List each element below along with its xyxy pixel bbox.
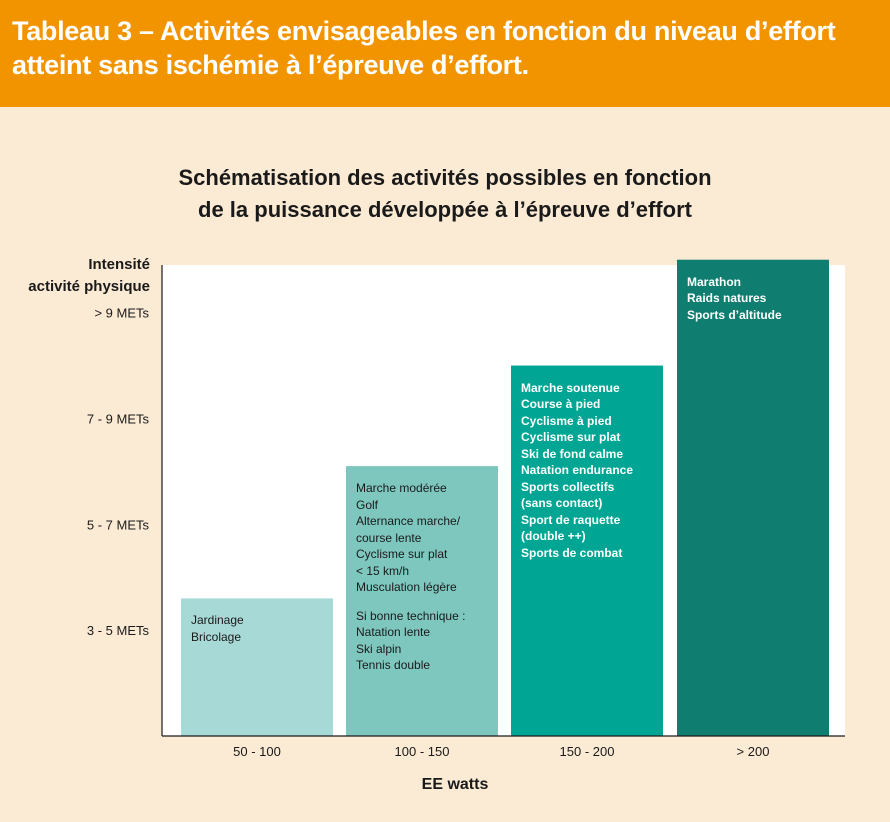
bar-4 [677, 259, 829, 736]
y-axis-label-line-2: activité physique [28, 278, 150, 295]
activity-label: Sport de raquette [521, 512, 621, 527]
table-title-line-2: atteint sans ischémie à l’épreuve d’effo… [12, 50, 529, 80]
activity-label: Marche soutenue [521, 380, 620, 395]
y-axis-label-line-1: Intensité [88, 256, 150, 273]
activity-label: < 15 km/h [356, 563, 410, 578]
chart-title-line-2: de la puissance développée à l’épreuve d… [198, 197, 692, 222]
activity-label: Cyclisme à pied [521, 413, 612, 428]
x-tick-label: > 200 [737, 744, 770, 759]
bar-1 [181, 598, 333, 736]
activity-label: course lente [356, 530, 422, 545]
activity-label: Alternance marche/ [356, 514, 461, 529]
activity-label: Natation lente [356, 625, 431, 640]
chart-title: Schématisation des activités possibles e… [100, 162, 790, 226]
activity-label: Marche modérée [356, 481, 447, 496]
activity-label: Marathon [687, 274, 741, 289]
x-tick-label: 50 - 100 [233, 744, 281, 759]
activity-label: Sports de combat [521, 545, 623, 560]
activity-label: Course à pied [521, 397, 601, 412]
y-tick-label: 3 - 5 METs [87, 623, 150, 638]
activity-label: Jardinage [191, 613, 244, 628]
chart-title-line-1: Schématisation des activités possibles e… [178, 165, 712, 190]
activity-label: Golf [356, 497, 379, 512]
bar-3 [511, 365, 663, 736]
activity-label: Bricolage [191, 629, 242, 644]
activity-label: (sans contact) [521, 496, 603, 511]
activity-label: Natation endurance [521, 463, 634, 478]
y-tick-label: 7 - 9 METs [87, 411, 150, 426]
y-tick-label: > 9 METs [94, 306, 149, 321]
table-title: Tableau 3 – Activités envisageables en f… [12, 14, 872, 82]
table-title-line-1: Tableau 3 – Activités envisageables en f… [12, 16, 836, 46]
activity-label: Sports collectifs [521, 479, 615, 494]
activity-label: Raids natures [687, 291, 767, 306]
bar-4-activities: Marathon Raids natures Sports d’altitude [687, 274, 782, 324]
x-tick-label: 150 - 200 [560, 744, 615, 759]
x-axis-label: EE watts [421, 776, 489, 793]
activity-label: Cyclisme sur plat [356, 547, 448, 562]
bar-2 [346, 466, 498, 736]
bar-2-activities: Marche modérée Golf Alternance marche/cour… [356, 480, 465, 674]
activity-label: Ski de fond calme [521, 446, 624, 461]
activity-spacer [356, 596, 465, 608]
activity-label: Tennis double [356, 658, 431, 673]
y-axis-label: Intensité activité physique [0, 254, 150, 298]
activity-label: Ski alpin [356, 641, 402, 656]
y-tick-label: 5 - 7 METs [87, 517, 150, 532]
activity-label: Cyclisme sur plat [521, 430, 621, 445]
x-tick-label: 100 - 150 [395, 744, 450, 759]
bar-3-activities: Marche soutenue Course à pied Cyclisme à p… [521, 380, 633, 562]
activity-label: Sports d’altitude [687, 307, 782, 322]
activity-label: Musculation légère [356, 580, 457, 595]
title-banner: Tableau 3 – Activités envisageables en f… [0, 0, 890, 107]
activity-label: (double ++) [521, 529, 586, 544]
activity-label: Si bonne technique : [356, 608, 466, 623]
bar-1-activities: Jardinage Bricolage [191, 612, 244, 645]
